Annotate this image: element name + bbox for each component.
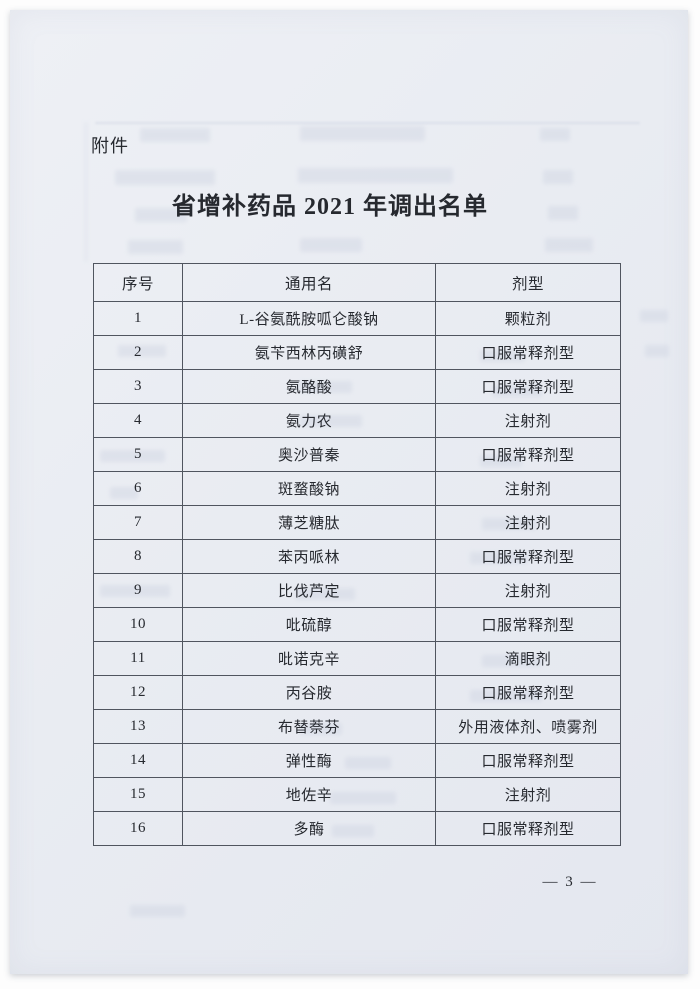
cell-generic-name: 多酶	[182, 811, 436, 846]
cell-dosage-form: 注射剂	[435, 471, 621, 506]
cell-index: 4	[93, 403, 183, 438]
cell-index: 16	[93, 811, 183, 846]
cell-dosage-form: 注射剂	[435, 505, 621, 540]
cell-generic-name: 丙谷胺	[182, 675, 436, 710]
drug-table: 序号 通用名 剂型 1 L-谷氨酰胺呱仑酸钠 颗粒剂 2 氨苄西林丙磺舒 口服常释剂型 3 氨…	[93, 263, 621, 846]
cell-index: 1	[93, 301, 183, 336]
cell-index: 11	[93, 641, 183, 676]
bleed-through-smudge	[300, 238, 362, 252]
table-row: 2 氨苄西林丙磺舒 口服常释剂型	[93, 335, 621, 370]
attachment-label: 附件	[91, 136, 129, 156]
column-header-generic-name: 通用名	[182, 263, 436, 302]
cell-index: 12	[93, 675, 183, 710]
cell-dosage-form: 口服常释剂型	[435, 369, 621, 404]
table-row: 11 吡诺克辛 滴眼剂	[93, 641, 621, 676]
drug-table-header: 序号 通用名 剂型	[93, 263, 621, 302]
table-row: 8 苯丙哌林 口服常释剂型	[93, 539, 621, 574]
cell-dosage-form: 滴眼剂	[435, 641, 621, 676]
cell-generic-name: 吡硫醇	[182, 607, 436, 642]
cell-index: 9	[93, 573, 183, 608]
bleed-through-smudge	[545, 238, 593, 252]
bleed-through-smudge	[645, 345, 669, 357]
header-row: 序号 通用名 剂型	[93, 263, 621, 302]
cell-generic-name: 薄芝糖肽	[182, 505, 436, 540]
cell-dosage-form: 口服常释剂型	[435, 335, 621, 370]
column-header-dosage-form: 剂型	[435, 263, 621, 302]
table-row: 10 吡硫醇 口服常释剂型	[93, 607, 621, 642]
table-row: 1 L-谷氨酰胺呱仑酸钠 颗粒剂	[93, 301, 621, 336]
cell-index: 15	[93, 777, 183, 812]
table-row: 4 氨力农 注射剂	[93, 403, 621, 438]
cell-index: 13	[93, 709, 183, 744]
cell-index: 7	[93, 505, 183, 540]
cell-generic-name: 吡诺克辛	[182, 641, 436, 676]
cell-dosage-form: 口服常释剂型	[435, 437, 621, 472]
cell-dosage-form: 注射剂	[435, 573, 621, 608]
bleed-through-smudge	[540, 128, 570, 141]
cell-dosage-form: 颗粒剂	[435, 301, 621, 336]
bleed-through-smudge	[640, 310, 668, 322]
cell-generic-name: 氨力农	[182, 403, 436, 438]
document-title: 省增补药品 2021 年调出名单	[172, 194, 488, 220]
cell-generic-name: 地佐辛	[182, 777, 436, 812]
table-row: 9 比伐芦定 注射剂	[93, 573, 621, 608]
cell-generic-name: 氨苄西林丙磺舒	[182, 335, 436, 370]
table-row: 13 布替萘芬 外用液体剂、喷雾剂	[93, 709, 621, 744]
table-row: 6 斑蝥酸钠 注射剂	[93, 471, 621, 506]
bleed-through-smudge	[130, 905, 185, 917]
cell-generic-name: 弹性酶	[182, 743, 436, 778]
cell-dosage-form: 口服常释剂型	[435, 539, 621, 574]
table-row: 16 多酶 口服常释剂型	[93, 811, 621, 846]
cell-generic-name: 布替萘芬	[182, 709, 436, 744]
table-row: 7 薄芝糖肽 注射剂	[93, 505, 621, 540]
page-number: — 3 —	[542, 874, 598, 890]
bleed-through-smudge	[115, 170, 215, 185]
cell-index: 6	[93, 471, 183, 506]
cell-dosage-form: 口服常释剂型	[435, 675, 621, 710]
cell-generic-name: 奥沙普秦	[182, 437, 436, 472]
cell-dosage-form: 口服常释剂型	[435, 743, 621, 778]
bleed-through-smudge	[300, 126, 425, 141]
document-page: 附件 省增补药品 2021 年调出名单 序号 通用名 剂型 1 L-谷氨酰胺呱仑酸…	[10, 10, 688, 974]
cell-dosage-form: 外用液体剂、喷雾剂	[435, 709, 621, 744]
bleed-through-smudge	[543, 170, 573, 184]
table-row: 5 奥沙普秦 口服常释剂型	[93, 437, 621, 472]
cell-index: 2	[93, 335, 183, 370]
cell-dosage-form: 注射剂	[435, 403, 621, 438]
bleed-through-smudge	[140, 128, 210, 142]
table-row: 15 地佐辛 注射剂	[93, 777, 621, 812]
cell-generic-name: 苯丙哌林	[182, 539, 436, 574]
cell-index: 10	[93, 607, 183, 642]
cell-index: 8	[93, 539, 183, 574]
cell-index: 14	[93, 743, 183, 778]
bleed-through-smudge	[298, 168, 453, 183]
table-row: 12 丙谷胺 口服常释剂型	[93, 675, 621, 710]
cell-dosage-form: 注射剂	[435, 777, 621, 812]
drug-table-body: 1 L-谷氨酰胺呱仑酸钠 颗粒剂 2 氨苄西林丙磺舒 口服常释剂型 3 氨酪酸 口服常释剂型 4 氨…	[93, 301, 621, 846]
cell-generic-name: L-谷氨酰胺呱仑酸钠	[182, 301, 436, 336]
cell-index: 5	[93, 437, 183, 472]
cell-generic-name: 斑蝥酸钠	[182, 471, 436, 506]
table-row: 3 氨酪酸 口服常释剂型	[93, 369, 621, 404]
bleed-through-smudge	[128, 240, 183, 254]
cell-index: 3	[93, 369, 183, 404]
cell-dosage-form: 口服常释剂型	[435, 607, 621, 642]
column-header-index: 序号	[93, 263, 183, 302]
cell-generic-name: 氨酪酸	[182, 369, 436, 404]
cell-generic-name: 比伐芦定	[182, 573, 436, 608]
cell-dosage-form: 口服常释剂型	[435, 811, 621, 846]
bleed-through-smudge	[95, 122, 640, 124]
table-row: 14 弹性酶 口服常释剂型	[93, 743, 621, 778]
